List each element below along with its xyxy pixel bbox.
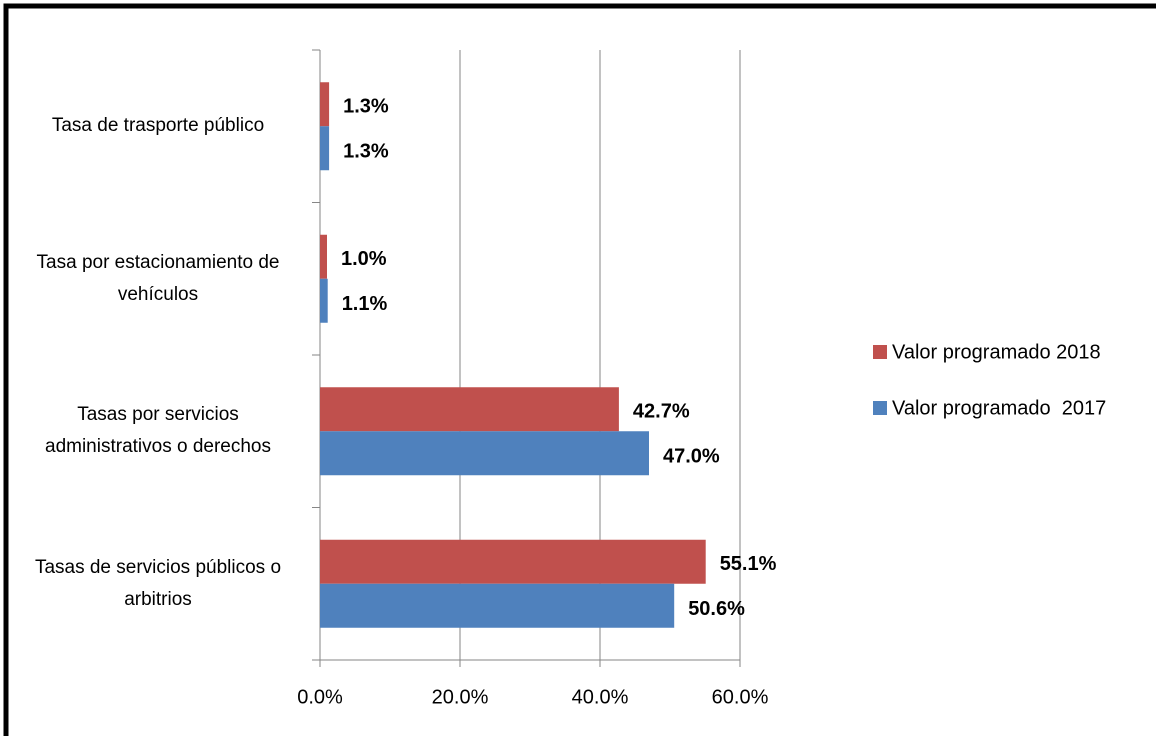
x-tick-label: 0.0% [297,686,343,708]
category-label: Tasas por servicios administrativos o de… [45,404,271,458]
bar [320,82,330,127]
data-label: 1.3% [343,141,389,163]
data-label: 50.6% [688,598,745,620]
bar [320,431,649,476]
legend-swatch [873,401,887,415]
category-label: Tasa de trasporte público [51,115,265,137]
category-label: Tasas de servicios públicos o arbitrios [34,556,282,610]
data-label: 1.1% [342,293,388,315]
bar [320,234,327,279]
data-label: 55.1% [720,553,777,575]
category-label: Tasa por estacionamiento de vehículos [36,251,280,305]
bar [320,278,328,323]
legend-label: Valor programado 2017 [892,397,1106,419]
legend-label: Valor programado 2018 [892,341,1101,363]
bar [320,126,330,171]
x-tick-label: 60.0% [712,686,769,708]
data-label: 1.3% [343,96,389,118]
data-label: 42.7% [633,401,690,423]
frame [3,3,1156,736]
bar [320,583,675,628]
x-tick-label: 40.0% [572,686,629,708]
x-tick-label: 20.0% [432,686,489,708]
bar [320,539,706,584]
legend-swatch [873,345,887,359]
bar [320,387,619,432]
data-label: 47.0% [663,446,720,468]
data-label: 1.0% [341,248,387,270]
